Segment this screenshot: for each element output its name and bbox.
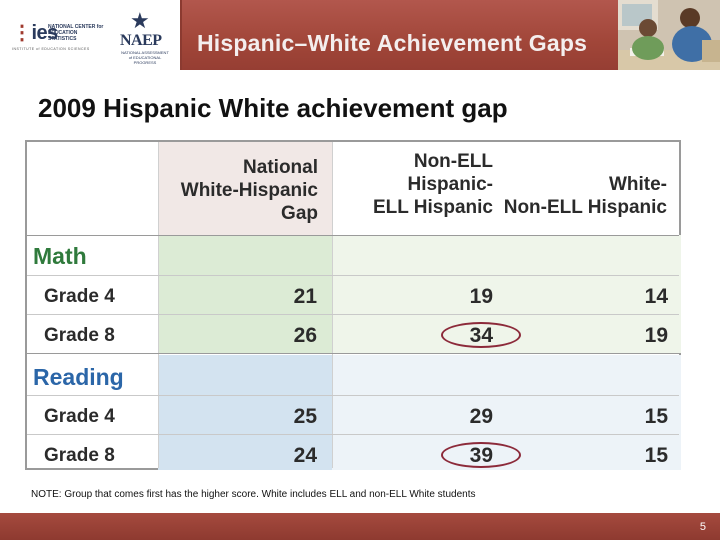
row-label-math-grade-4: Grade 4	[44, 286, 115, 307]
column-header-white-nonell-hispanic: White- Non-ELL Hispanic	[503, 174, 667, 218]
slide-title: 2009 Hispanic White achievement gap	[38, 93, 508, 123]
cell-reading-grade-4-national-gap: 25	[293, 405, 317, 428]
column-header-nonell-ell-hispanic: Non-ELL Hispanic- ELL Hispanic	[372, 151, 493, 218]
naep-logo-word: NAEP	[120, 32, 162, 49]
math-national-band	[158, 235, 332, 353]
footer-bar: 5	[0, 513, 720, 540]
naep-logo[interactable]: ★ NAEP NATIONAL ASSESSMENT of EDUCATIONA…	[116, 10, 172, 66]
column-header-national-gap: National White-Hispanic Gap	[180, 157, 318, 224]
ies-logo-name: NATIONAL CENTER for EDUCATION STATISTICS	[48, 24, 104, 42]
highlight-circle	[441, 322, 521, 348]
cell-math-grade-8-national-gap: 26	[293, 324, 317, 347]
achievement-gap-table: National White-Hispanic Gap Non-ELL Hisp…	[25, 140, 681, 470]
cell-reading-grade-8-white-nonell: 15	[644, 444, 668, 467]
cell-reading-grade-4-nonell-ell: 29	[469, 405, 493, 428]
ies-logo[interactable]: ⋮ies NATIONAL CENTER for EDUCATION STATI…	[12, 20, 108, 54]
section-label-math: Math	[33, 243, 87, 269]
page-number: 5	[699, 521, 706, 533]
row-divider	[27, 275, 679, 276]
row-divider	[27, 434, 679, 435]
highlight-circle	[441, 442, 521, 468]
header-divider	[27, 235, 679, 236]
row-divider	[27, 395, 679, 396]
row-label-math-grade-8: Grade 8	[44, 325, 115, 346]
row-label-reading-grade-4: Grade 4	[44, 406, 115, 427]
ies-logo-mark: ⋮ies	[12, 22, 58, 44]
cell-math-grade-4-nonell-ell: 19	[469, 285, 493, 308]
cell-math-grade-4-national-gap: 21	[293, 285, 317, 308]
students-photo-art	[618, 0, 720, 70]
cell-reading-grade-4-white-nonell: 15	[644, 405, 668, 428]
star-icon: ★	[130, 8, 150, 33]
reading-national-band	[158, 355, 332, 470]
naep-logo-subtitle: NATIONAL ASSESSMENT of EDUCATIONAL PROGR…	[121, 50, 169, 65]
column-divider	[332, 142, 333, 468]
section-label-reading: Reading	[33, 364, 124, 390]
table-note: NOTE: Group that comes first has the hig…	[31, 489, 476, 500]
math-band-left	[27, 235, 158, 353]
cell-math-grade-8-white-nonell: 19	[644, 324, 668, 347]
column-divider	[158, 142, 159, 468]
section-divider	[27, 353, 679, 354]
row-label-reading-grade-8: Grade 8	[44, 445, 115, 466]
header-band: ⋮ies NATIONAL CENTER for EDUCATION STATI…	[0, 0, 720, 70]
national-gap-header-shade	[158, 142, 332, 235]
row-divider	[27, 314, 679, 315]
ies-logo-tagline: INSTITUTE of EDUCATION SCIENCES	[12, 47, 90, 51]
students-photo	[618, 0, 720, 70]
header-title: Hispanic–White Achievement Gaps	[197, 30, 588, 56]
cell-reading-grade-8-national-gap: 24	[293, 444, 317, 467]
logo-panel: ⋮ies NATIONAL CENTER for EDUCATION STATI…	[0, 0, 182, 70]
cell-math-grade-4-white-nonell: 14	[644, 285, 668, 308]
